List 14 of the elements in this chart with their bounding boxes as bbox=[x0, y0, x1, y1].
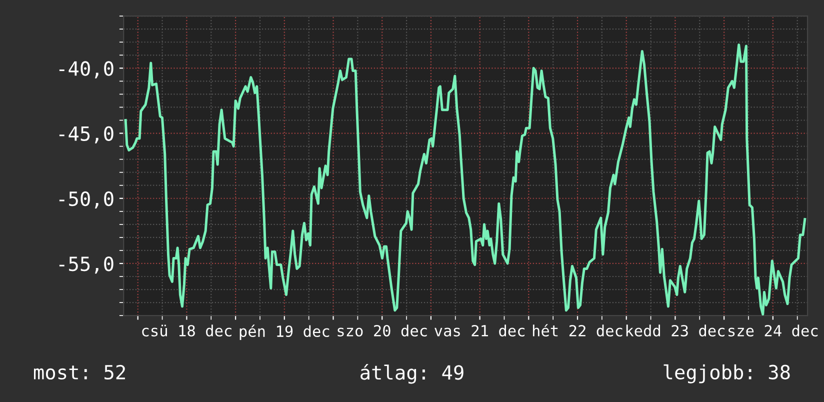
x-tick-label: csü 18 dec bbox=[142, 324, 232, 337]
y-tick-label: -45,0 bbox=[59, 126, 114, 144]
x-tick-label: kedd 23 dec bbox=[626, 324, 725, 337]
x-tick-label: pén 19 dec bbox=[240, 324, 330, 340]
x-tick-label: sze 24 dec bbox=[728, 324, 818, 337]
text: legjobb: 38 bbox=[664, 364, 790, 384]
x-tick-label: hét 22 dec bbox=[532, 324, 622, 337]
text: átlag: 49 bbox=[360, 364, 464, 384]
y-tick-label: -40,0 bbox=[59, 61, 114, 78]
x-tick-label: szo 20 dec bbox=[338, 324, 427, 337]
y-tick-label: -50,0 bbox=[59, 191, 114, 209]
x-tick-label: vas 21 dec bbox=[434, 324, 525, 337]
y-tick-label: -55,0 bbox=[59, 256, 114, 274]
text: most: 52 bbox=[34, 364, 125, 380]
